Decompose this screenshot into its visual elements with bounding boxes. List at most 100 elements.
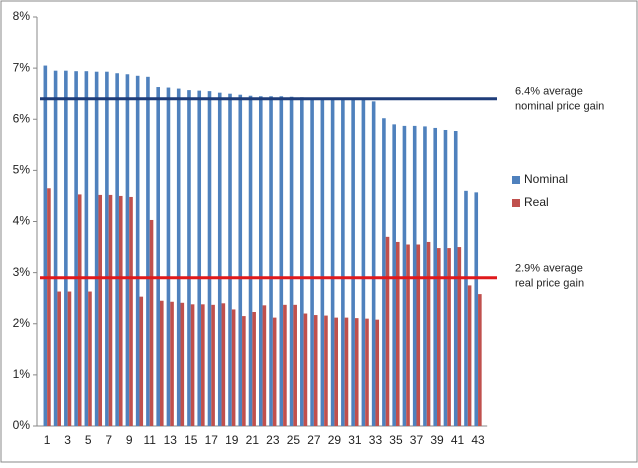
bar [344,317,349,426]
bar [94,71,99,427]
bar [320,98,325,426]
bar [149,219,154,426]
bar [283,304,287,426]
bar [217,92,222,426]
bar [156,87,160,426]
bar [412,125,417,427]
legend-label: Nominal [524,172,568,186]
bar [272,317,277,426]
bar [262,305,267,426]
bar [324,315,328,426]
bar [341,98,345,427]
x-tick-label: 23 [266,433,280,447]
bar [53,70,58,427]
bar [47,188,51,426]
bar [248,95,253,427]
bar [67,291,72,426]
x-tick-label: 21 [246,433,260,447]
bar [118,195,123,426]
bar [365,318,369,426]
bar [129,196,133,426]
x-tick-label: 43 [471,433,485,447]
bar [457,247,462,426]
x-tick-label: 31 [348,433,362,447]
bar [115,73,119,427]
x-tick-label: 25 [287,433,301,447]
bar [289,96,294,426]
bar [474,192,479,426]
bar [221,303,226,426]
bar [201,304,205,426]
x-tick-label: 3 [64,433,71,447]
bar [170,301,174,426]
bar [187,90,191,426]
y-tick-label: 0% [13,418,31,432]
bar [300,97,304,427]
reference-label: nominal price gain [515,101,604,113]
bar [197,90,202,427]
bar [57,291,61,426]
x-tick-label: 11 [143,433,156,447]
bar [371,101,376,426]
bar [125,74,130,426]
bar [207,91,212,426]
x-tick-label: 27 [307,433,321,447]
bar [146,76,150,426]
bar [84,71,89,426]
bar [231,309,236,426]
bar [351,99,355,426]
bar [395,241,400,426]
bar [258,96,263,427]
bar [361,99,366,426]
bar [108,194,113,426]
bar [354,318,359,426]
bar [77,194,82,426]
y-tick-label: 7% [13,60,31,74]
bar [166,87,171,427]
bar [402,125,407,427]
bar [238,94,243,427]
bar [180,302,185,426]
bar [334,317,339,426]
y-tick-label: 6% [13,111,31,125]
bar [211,304,215,426]
x-tick-label: 7 [105,433,112,447]
bar [43,65,48,426]
reference-label: real price gain [515,278,584,290]
legend-label: Real [524,195,549,209]
bar [228,93,232,426]
x-tick-label: 41 [451,433,465,447]
bar [303,313,308,426]
bar [159,300,164,426]
bar [423,126,427,426]
bar [88,291,92,426]
reference-label: 2.9% average [515,263,583,275]
y-tick-label: 2% [13,316,31,330]
x-tick-label: 33 [369,433,383,447]
bar [382,118,386,426]
x-tick-label: 5 [85,433,92,447]
x-tick-label: 17 [205,433,219,447]
reference-label: 6.4% average [515,86,583,98]
bar [190,304,195,426]
bar [426,241,431,426]
x-tick-label: 15 [184,433,198,447]
x-tick-label: 37 [410,433,424,447]
bar [242,316,246,426]
y-tick-label: 4% [13,214,31,228]
bar [313,315,318,426]
x-tick-label: 13 [164,433,178,447]
bar [252,311,256,426]
bar [464,190,468,426]
bar [406,244,410,426]
y-tick-label: 5% [13,163,31,177]
bar [447,248,451,426]
bar [375,319,380,426]
bar [98,194,103,426]
bar [269,96,273,427]
bar [139,296,144,426]
bar [385,236,390,426]
bar [310,97,314,426]
x-tick-label: 9 [126,433,133,447]
